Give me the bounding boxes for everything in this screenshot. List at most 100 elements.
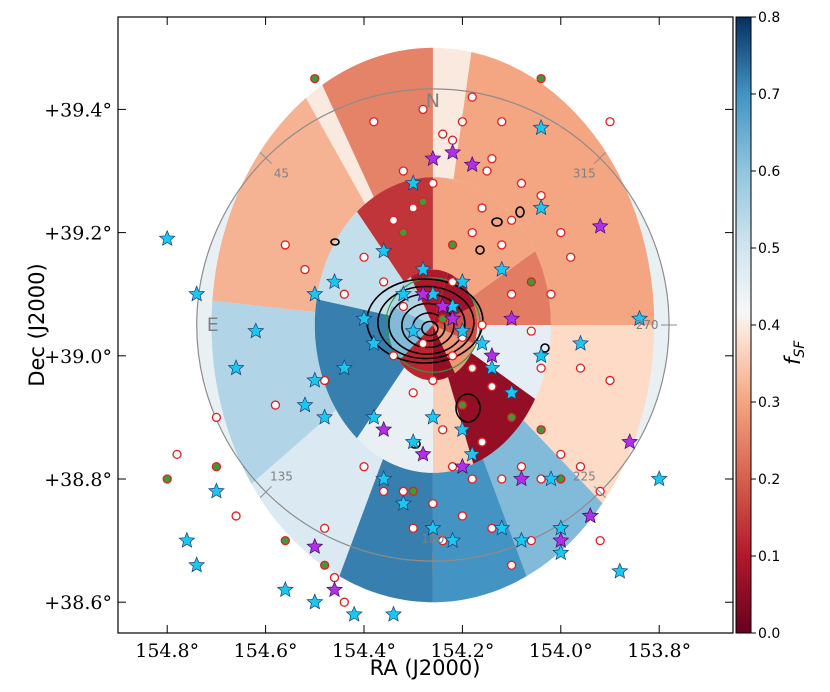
point-star-cyan-41 bbox=[385, 605, 402, 622]
point-circle-open-73 bbox=[477, 203, 487, 213]
point-star-cyan-15 bbox=[335, 359, 353, 376]
point-star-cyan-43 bbox=[611, 562, 629, 579]
point-star-cyan-49 bbox=[483, 359, 501, 376]
sector-6 bbox=[251, 409, 383, 577]
point-star-cyan-18 bbox=[227, 359, 245, 376]
point-circle-open-49 bbox=[270, 400, 281, 410]
point-star-cyan-13 bbox=[453, 322, 471, 339]
sector-10 bbox=[432, 377, 474, 473]
point-circle-open-18 bbox=[418, 338, 428, 349]
sector-12 bbox=[471, 325, 551, 399]
sector-4 bbox=[212, 97, 366, 313]
point-circle-open-57 bbox=[526, 535, 536, 546]
point-star-cyan-6 bbox=[326, 272, 343, 290]
x-tick-label-1: 154.6° bbox=[234, 640, 298, 662]
point-star-cyan-34 bbox=[542, 470, 560, 487]
contour-5 bbox=[421, 320, 439, 337]
point-circle-open-69 bbox=[457, 117, 468, 127]
sector-17 bbox=[314, 299, 405, 439]
point-circle-open-22 bbox=[428, 375, 438, 386]
point-circle-open-33 bbox=[428, 498, 438, 509]
contour-small-0 bbox=[455, 393, 481, 423]
point-circle-open-47 bbox=[339, 289, 349, 299]
point-star-cyan-24 bbox=[463, 445, 481, 462]
galaxy-points bbox=[158, 73, 668, 622]
point-circle-open-48 bbox=[319, 375, 330, 386]
point-circle-open-68 bbox=[487, 154, 497, 164]
y-tick-label-0: +38.6° bbox=[44, 592, 112, 614]
point-circle-open-62 bbox=[536, 363, 546, 373]
colorbar-label: fSF bbox=[781, 340, 808, 365]
cb-tick-label-2: 0.2 bbox=[758, 472, 780, 488]
point-star-magenta-10 bbox=[414, 445, 432, 462]
point-star-magenta-16 bbox=[306, 537, 324, 554]
point-circle-open-34 bbox=[457, 511, 468, 521]
point-star-cyan-20 bbox=[316, 408, 334, 425]
point-star-cyan-45 bbox=[631, 309, 648, 327]
point-circle-green-5 bbox=[526, 277, 536, 287]
axis-ticks: 154.8° 154.6° 154.4° 154.2° 154.0° 153.8° +38.… bbox=[44, 17, 733, 662]
point-circle-open-45 bbox=[280, 240, 290, 250]
point-circle-open-74 bbox=[506, 215, 517, 225]
x-tick-label-0: 154.8° bbox=[135, 640, 199, 662]
pa-tick-315 bbox=[593, 151, 606, 165]
point-star-cyan-25 bbox=[404, 433, 422, 450]
cb-tick-label-1: 0.1 bbox=[758, 549, 780, 565]
point-circle-open-76 bbox=[369, 117, 379, 127]
point-circle-open-51 bbox=[172, 449, 182, 460]
point-circle-green-0 bbox=[310, 73, 320, 84]
point-circle-open-5 bbox=[408, 203, 418, 213]
point-star-magenta-0 bbox=[424, 149, 442, 166]
point-star-cyan-21 bbox=[365, 408, 383, 425]
point-star-cyan-51 bbox=[532, 199, 550, 216]
point-circle-open-27 bbox=[477, 437, 487, 447]
point-circle-green-6 bbox=[438, 314, 448, 324]
pa-label-45: 45 bbox=[274, 167, 289, 181]
point-circle-green-1 bbox=[536, 73, 546, 84]
point-circle-open-39 bbox=[359, 462, 369, 472]
point-circle-open-24 bbox=[487, 381, 497, 392]
cb-tick-label-7: 0.7 bbox=[758, 87, 780, 103]
point-star-cyan-39 bbox=[306, 593, 324, 610]
point-circle-open-65 bbox=[565, 252, 576, 262]
point-star-cyan-35 bbox=[207, 482, 225, 499]
pa-tick-225 bbox=[593, 485, 606, 499]
point-star-cyan-28 bbox=[424, 519, 442, 536]
point-circle-open-31 bbox=[497, 474, 507, 484]
point-star-cyan-19 bbox=[296, 396, 314, 413]
point-circle-open-23 bbox=[408, 388, 418, 398]
point-star-cyan-44 bbox=[650, 470, 668, 487]
contour-small-3 bbox=[330, 238, 340, 246]
point-circle-open-32 bbox=[398, 486, 409, 496]
point-star-magenta-5 bbox=[434, 297, 452, 314]
position-angle-marks: N E 45 315 270 135 225 180 bbox=[207, 90, 678, 570]
fsf-sector-map bbox=[196, 47, 670, 603]
point-star-magenta-9 bbox=[375, 420, 393, 437]
point-circle-open-60 bbox=[605, 375, 615, 386]
point-star-cyan-53 bbox=[404, 174, 422, 191]
point-star-magenta-14 bbox=[581, 507, 599, 524]
point-star-cyan-9 bbox=[394, 285, 412, 302]
point-star-cyan-12 bbox=[404, 322, 422, 339]
point-circle-open-0 bbox=[467, 92, 477, 102]
contour-small-1 bbox=[491, 217, 503, 227]
point-star-magenta-2 bbox=[463, 155, 481, 173]
point-star-cyan-52 bbox=[493, 260, 511, 277]
point-circle-green-14 bbox=[162, 474, 172, 484]
x-tick-label-2: 154.4° bbox=[332, 640, 396, 662]
point-circle-open-66 bbox=[556, 227, 566, 238]
pa-label-135: 135 bbox=[270, 469, 293, 483]
y-tick-label-2: +39.0° bbox=[44, 346, 112, 368]
point-circle-green-3 bbox=[418, 197, 428, 207]
colorbar-label-sub: SF bbox=[792, 340, 808, 358]
point-star-cyan-27 bbox=[394, 494, 412, 511]
point-circle-green-13 bbox=[211, 462, 222, 472]
compass-east: E bbox=[207, 314, 219, 336]
colorbar-ticks: 0.0 0.1 0.2 0.3 0.4 0.5 0.6 0.7 0.8 bbox=[751, 10, 780, 642]
point-circle-open-19 bbox=[447, 351, 458, 361]
cb-tick-label-4: 0.4 bbox=[758, 318, 780, 334]
point-circle-green-11 bbox=[319, 560, 330, 570]
point-circle-open-6 bbox=[388, 215, 399, 225]
colorbar bbox=[735, 16, 752, 634]
